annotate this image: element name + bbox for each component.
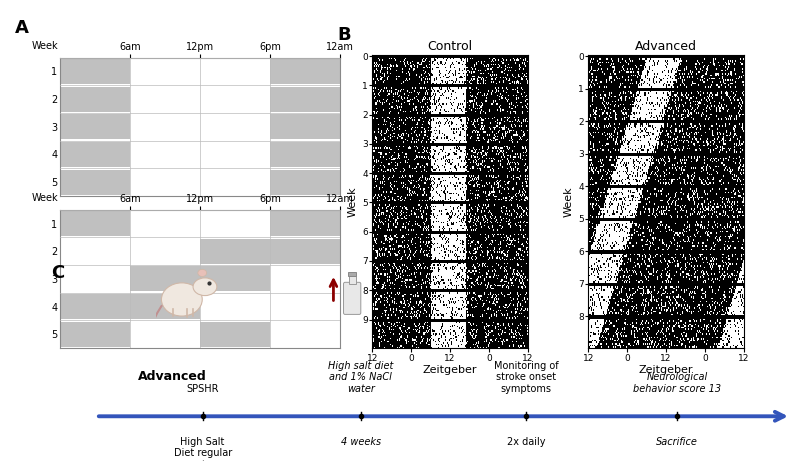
Bar — [270, 59, 340, 84]
Title: Advanced: Advanced — [635, 40, 697, 53]
Bar — [60, 294, 200, 319]
FancyBboxPatch shape — [343, 282, 361, 314]
Ellipse shape — [193, 278, 217, 296]
Title: Control: Control — [427, 40, 473, 53]
Text: SPSHR: SPSHR — [186, 384, 219, 394]
Bar — [349, 276, 355, 284]
Bar — [270, 211, 340, 236]
Bar — [60, 211, 130, 236]
Text: B: B — [338, 26, 351, 44]
Ellipse shape — [162, 283, 202, 316]
Bar — [200, 322, 270, 347]
Text: Week: Week — [32, 193, 58, 203]
Y-axis label: Week: Week — [564, 186, 574, 217]
Text: Advanced: Advanced — [138, 370, 206, 383]
Bar — [60, 170, 130, 195]
Text: 4 weeks: 4 weeks — [341, 437, 381, 447]
Text: 2x daily: 2x daily — [506, 437, 546, 447]
Bar — [270, 170, 340, 195]
Text: Week: Week — [32, 41, 58, 51]
Text: Control: Control — [146, 218, 198, 231]
Bar — [60, 322, 130, 347]
Bar — [60, 142, 130, 167]
X-axis label: Zeitgeber: Zeitgeber — [422, 366, 478, 375]
Text: High Salt
Diet regular
water: High Salt Diet regular water — [174, 437, 232, 461]
Text: Monitoring of
stroke onset
symptoms: Monitoring of stroke onset symptoms — [494, 361, 558, 394]
Bar — [270, 142, 340, 167]
Y-axis label: Week: Week — [348, 186, 358, 217]
Bar — [60, 59, 130, 84]
Bar — [348, 272, 357, 276]
Bar — [60, 87, 130, 112]
Ellipse shape — [198, 269, 206, 277]
Bar — [130, 266, 270, 291]
Text: A: A — [15, 19, 29, 37]
Bar — [60, 114, 130, 139]
Bar — [200, 239, 340, 264]
Bar — [270, 87, 340, 112]
Text: Sacrifice: Sacrifice — [657, 437, 698, 447]
Bar — [270, 114, 340, 139]
Text: High salt diet
and 1% NaCl
water: High salt diet and 1% NaCl water — [328, 361, 394, 394]
Text: Neurological
behavior score 13: Neurological behavior score 13 — [634, 372, 722, 394]
X-axis label: Zeitgeber: Zeitgeber — [638, 366, 694, 375]
Text: C: C — [51, 264, 65, 282]
